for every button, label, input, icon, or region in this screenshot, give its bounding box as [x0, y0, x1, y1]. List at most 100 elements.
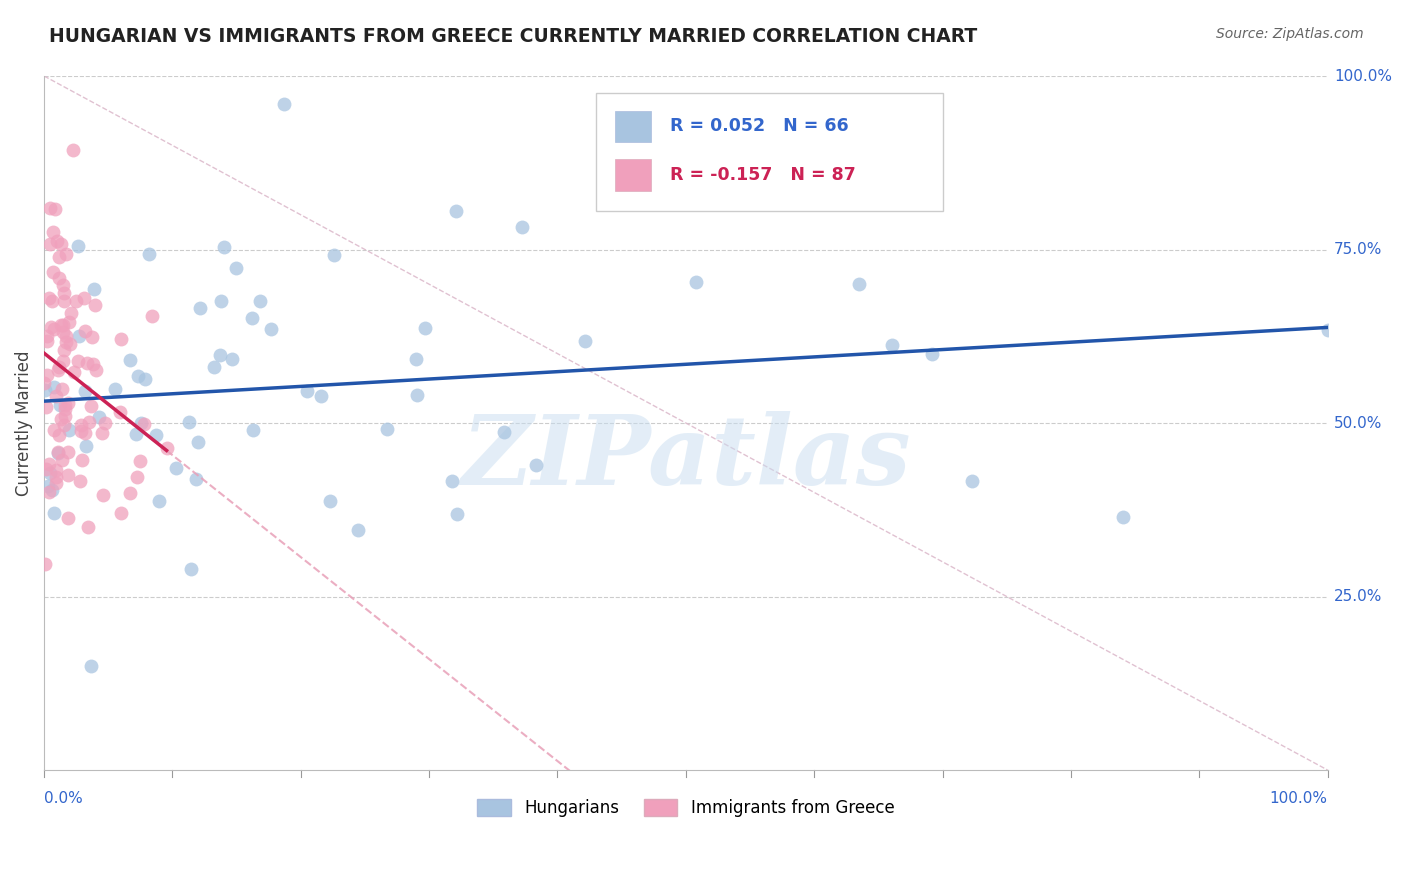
Point	[38, 484, 60, 499]
Point	[77, 415, 100, 429]
Point	[72, 453, 94, 467]
Point	[960, 474, 983, 488]
Point	[921, 346, 943, 360]
Point	[524, 458, 547, 472]
Point	[56, 396, 79, 410]
Point	[125, 427, 148, 442]
Point	[51, 411, 73, 425]
Point	[132, 417, 155, 431]
Point	[53, 418, 76, 433]
Point	[441, 474, 464, 488]
Point	[41, 483, 63, 497]
Point	[51, 383, 73, 397]
Point	[242, 423, 264, 437]
Point	[212, 240, 235, 254]
Point	[52, 325, 75, 339]
Point	[240, 310, 263, 325]
Point	[46, 444, 69, 458]
Point	[80, 658, 103, 673]
Point	[110, 332, 132, 346]
Point	[221, 352, 243, 367]
Point	[39, 237, 62, 252]
Point	[73, 292, 96, 306]
Point	[492, 425, 515, 439]
Point	[83, 282, 105, 296]
Point	[60, 306, 83, 320]
Point	[67, 328, 90, 343]
Point	[82, 357, 104, 371]
Point	[49, 398, 72, 412]
Point	[165, 460, 187, 475]
Point	[38, 291, 60, 305]
Text: R = -0.157   N = 87: R = -0.157 N = 87	[671, 166, 856, 184]
Text: 100.0%: 100.0%	[1270, 791, 1327, 805]
Point	[44, 321, 66, 335]
Point	[48, 271, 70, 285]
Point	[188, 301, 211, 315]
Point	[45, 463, 67, 477]
Point	[148, 494, 170, 508]
Point	[56, 445, 79, 459]
Point	[177, 415, 200, 429]
Point	[48, 428, 70, 442]
Point	[155, 441, 177, 455]
Point	[51, 318, 73, 332]
Point	[91, 488, 114, 502]
Point	[35, 328, 58, 343]
Point	[45, 470, 67, 484]
Point	[273, 97, 295, 112]
Point	[55, 398, 77, 412]
Point	[93, 416, 115, 430]
Point	[120, 353, 142, 368]
Point	[1111, 510, 1133, 524]
Point	[685, 275, 707, 289]
Point	[880, 338, 903, 352]
Point	[44, 423, 66, 437]
Point	[35, 462, 58, 476]
Point	[52, 318, 75, 333]
Point	[62, 144, 84, 158]
Point	[89, 410, 111, 425]
Point	[76, 519, 98, 533]
Point	[446, 507, 468, 521]
Point	[55, 334, 77, 349]
Point	[741, 173, 763, 187]
Point	[53, 409, 76, 424]
Point	[110, 506, 132, 520]
Point	[52, 354, 75, 368]
Point	[118, 486, 141, 500]
Point	[73, 425, 96, 440]
Point	[186, 473, 208, 487]
Point	[53, 343, 76, 357]
Point	[62, 365, 84, 379]
FancyBboxPatch shape	[616, 111, 651, 142]
Text: 100.0%: 100.0%	[1334, 69, 1392, 84]
Point	[58, 424, 80, 438]
Point	[848, 277, 870, 292]
Text: 75.0%: 75.0%	[1334, 242, 1382, 257]
Point	[55, 328, 77, 343]
Point	[75, 324, 97, 338]
Point	[103, 382, 125, 396]
Point	[55, 247, 77, 261]
Point	[208, 348, 231, 362]
Point	[56, 511, 79, 525]
Point	[108, 405, 131, 419]
Point	[69, 474, 91, 488]
Point	[180, 562, 202, 576]
Point	[318, 494, 340, 508]
Point	[209, 293, 232, 308]
Point	[67, 239, 90, 253]
Point	[44, 202, 66, 216]
Point	[225, 261, 247, 276]
Point	[574, 334, 596, 349]
Point	[46, 446, 69, 460]
FancyBboxPatch shape	[596, 94, 942, 211]
Point	[134, 372, 156, 386]
Point	[41, 225, 63, 239]
Point	[295, 384, 318, 399]
Point	[249, 293, 271, 308]
Point	[129, 416, 152, 430]
Point	[52, 293, 75, 308]
Point	[45, 476, 67, 491]
